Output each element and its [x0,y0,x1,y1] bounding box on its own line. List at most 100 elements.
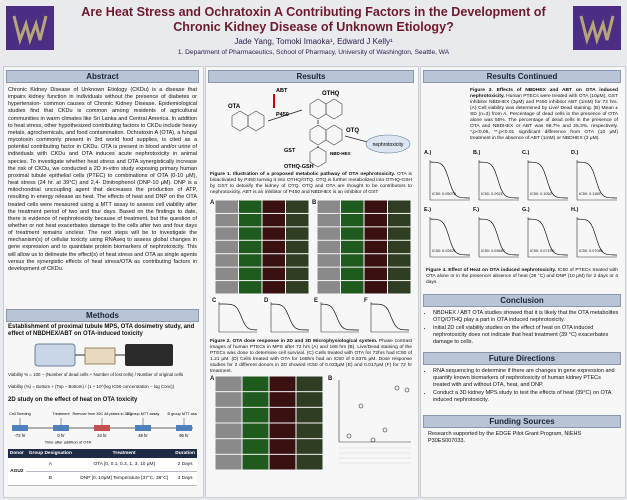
point-group [404,387,410,393]
micrograph [317,240,340,254]
panel-label: A.) [424,150,432,156]
mini-plot [218,302,257,333]
future-list: RNA sequencing to determine if there are… [424,368,619,406]
micrograph [215,392,242,407]
bullet-item: Initial 2D cell viability studies on the… [433,325,619,346]
image-grid [317,200,411,294]
micrograph [296,407,323,423]
table: Donor Group Designation Treatment Duration A… [8,449,197,486]
pathway-label: OTHQ-GSH [284,164,314,170]
ic50-label: IC50: 0.02621 [432,249,456,253]
plot-curve [478,161,519,199]
panel-label: F [363,298,369,304]
micrograph [239,227,262,240]
timeline-graphic: Cell Seeding -72 hr Treatment 0 hr Remove fr… [9,412,200,445]
molecules [231,98,343,168]
plot-curve [576,161,617,199]
bullet-item: Conduct a 3D kidney MPS study to test th… [433,390,619,404]
micrograph [215,267,238,281]
section-header: Results [208,70,414,83]
micrograph [215,281,238,294]
micrograph [388,254,411,267]
kidney-icon [365,134,411,154]
micrograph [364,213,387,227]
micrograph [262,281,285,294]
image-grid [215,200,309,294]
pathway-label: GST [284,148,296,154]
mini-plot [429,217,470,258]
timeline-time: 96 hr [179,433,189,438]
micrograph [242,454,269,470]
panel-label: C.) [522,150,530,156]
micrograph [341,281,364,294]
micrograph [242,376,269,392]
timeline-time: -72 hr [15,433,27,438]
section-header: Methods [6,309,199,322]
micrograph [388,240,411,254]
conclusion-list: NBDHEX / ABT OTA studies showed that it … [424,310,619,348]
micrograph [317,213,340,227]
methods-subtitle: Establishment of proximal tubule MPS, OT… [8,324,195,338]
micrograph [242,439,269,454]
micrograph [269,392,296,407]
micrograph [296,454,323,470]
micrograph [269,423,296,439]
ic50-label: IC50: 0.07199 [530,249,554,253]
figure2-panels: A B C D E F [209,200,413,338]
micrograph [239,213,262,227]
plot-curve [429,161,470,199]
column-header: Group Designation [25,449,76,458]
micrograph [364,227,387,240]
micrograph [215,213,238,227]
micrograph [269,407,296,423]
mini-plot [576,160,617,201]
caption-title: Figure 1. Illustration of a proposed met… [210,172,396,177]
image-grid [215,376,323,470]
plot-curve [270,303,309,331]
pathway-label: nephrotoxicity [373,142,404,148]
micrograph [388,200,411,213]
viability-formula: Viability % = 100 − (Number of dead cell… [8,372,184,377]
plot-axes [478,160,519,201]
point-group [358,403,364,409]
micrograph [262,254,285,267]
timeline-time: 48 hr [138,433,148,438]
caption-text: IC50 of PTECs treated with OTA alone or … [426,268,619,285]
pathway-label: P450 [276,112,289,118]
micrograph [286,213,309,227]
caption-text: OTA is bioactivated by P450 turning it i… [210,172,412,195]
micrograph [364,281,387,294]
mini-plot [478,160,519,201]
section-header: Results Continued [423,70,621,83]
plot-curve [429,218,470,256]
micrograph [286,240,309,254]
panel-label: B.) [473,150,481,156]
micrograph [262,267,285,281]
micrograph [286,200,309,213]
timeline-segment [94,425,110,431]
mini-plot [478,217,519,258]
column-header: Duration [173,449,197,458]
plate-icon [84,347,116,365]
caption-title: Figure 4. Effect of Heat on OTA induced … [426,268,557,273]
molecule [247,110,265,132]
micrograph [388,267,411,281]
panel-label: A [209,200,216,206]
micrograph [242,407,269,423]
micrograph [296,423,323,439]
micrograph [341,213,364,227]
mini-plot [370,302,410,333]
table-cell: OTA [0, 0.1, 0.3, 1, 3, 10 μM] [75,458,174,472]
point-group [370,437,376,443]
panel-label: G.) [522,207,530,213]
molecule [325,98,343,120]
logo-left [6,6,54,50]
pathway-label: ABT [276,88,288,94]
micrograph [239,281,262,294]
micrograph [269,454,296,470]
column-header: Donor [8,449,26,458]
table-cell: 4 Days [173,471,197,486]
plot-curve [527,161,568,199]
timeline-event: B group MTT assay [167,412,197,416]
